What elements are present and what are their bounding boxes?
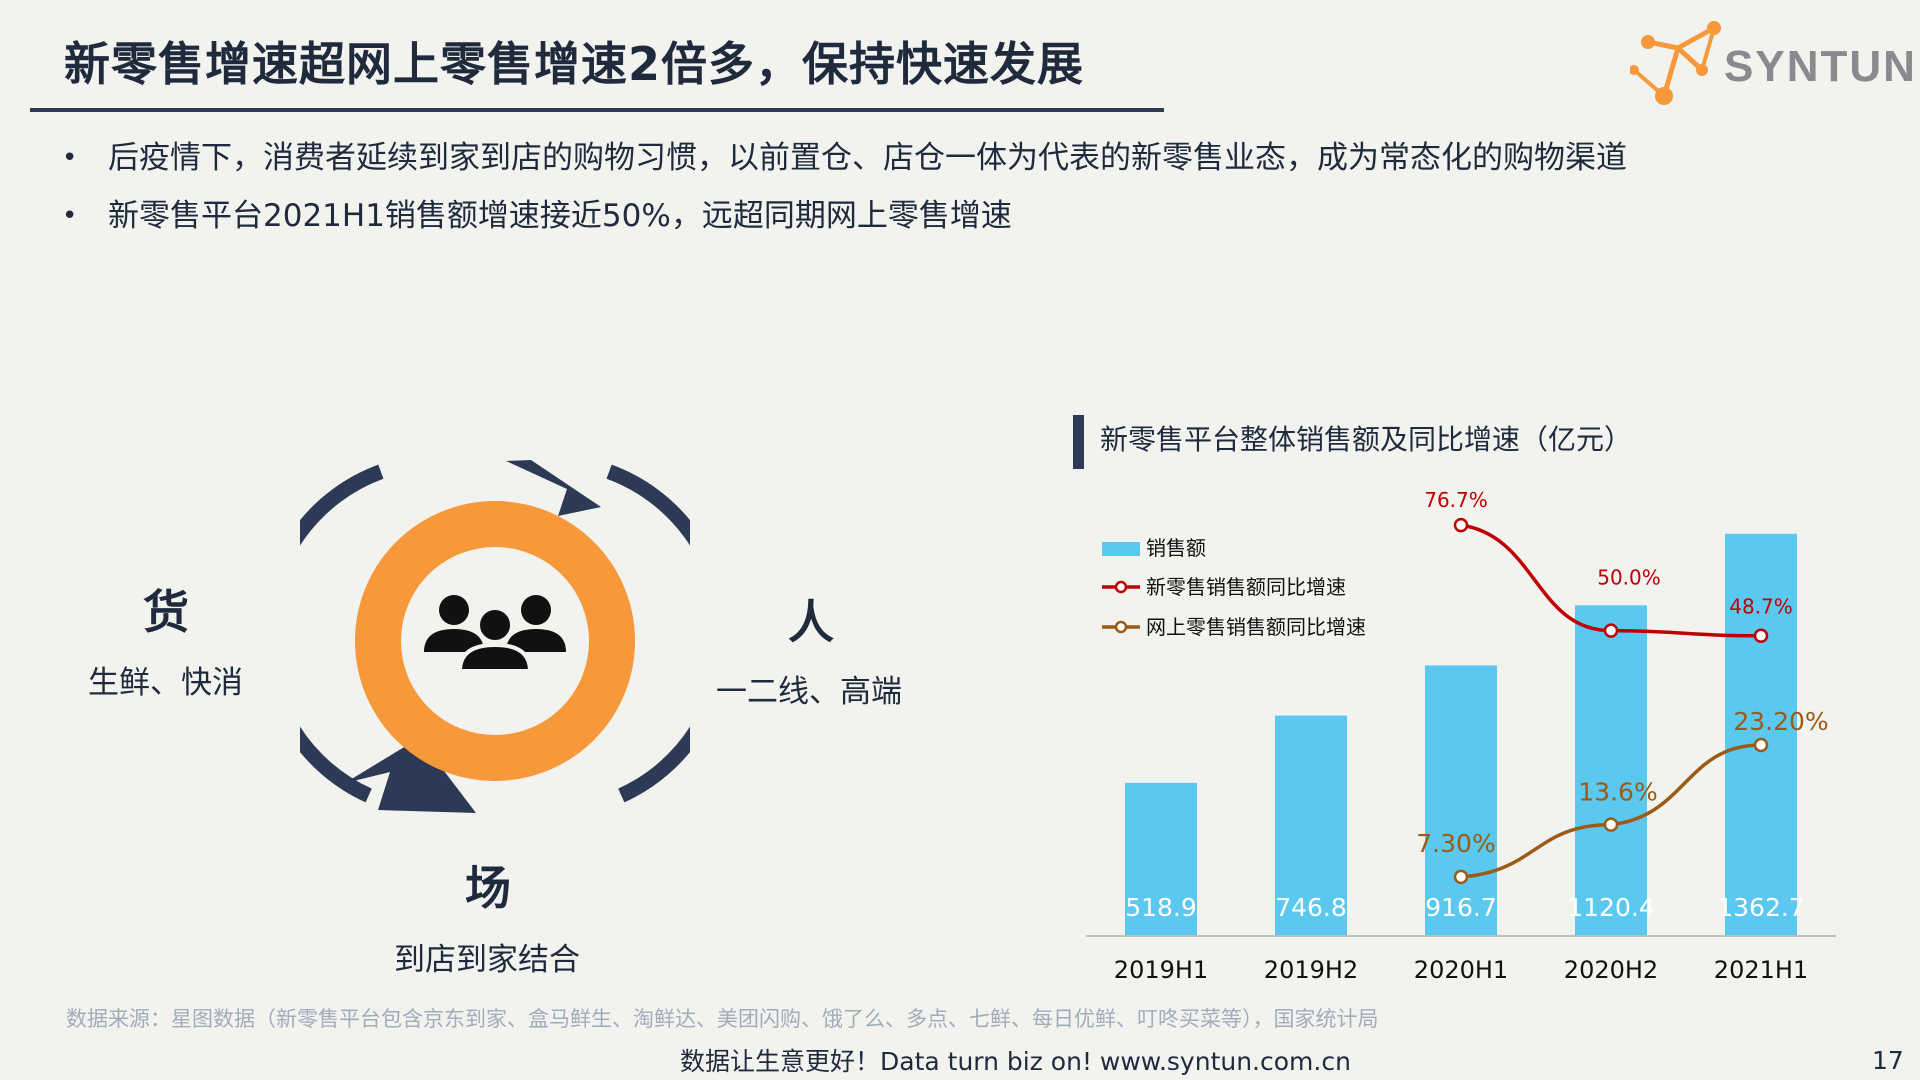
bullet-item: 后疫情下，消费者延续到家到店的购物习惯，以前置仓、店仓一体为代表的新零售业态，成… xyxy=(58,134,1627,192)
orange-ring xyxy=(355,501,635,781)
chart-title-accent xyxy=(1073,415,1084,469)
bar-2020H2 xyxy=(1575,605,1647,936)
place-title: 场 xyxy=(465,861,511,915)
online-retail-point xyxy=(1453,869,1469,885)
online-retail-point xyxy=(1753,737,1769,753)
cycle-diagram xyxy=(300,460,690,813)
bar-value-label: 518.9 xyxy=(1125,893,1197,922)
bar-2019H1 xyxy=(1125,782,1197,936)
chart-title: 新零售平台整体销售额及同比增速（亿元） xyxy=(1100,423,1633,456)
new-retail-point xyxy=(1453,517,1469,533)
cycle-arrowhead-top-icon xyxy=(506,460,601,516)
bar-value-label: 1120.4 xyxy=(1567,893,1654,922)
new-retail-label: 50.0% xyxy=(1597,566,1661,590)
legend-online-retail-marker xyxy=(1114,620,1128,634)
bar-2020H1 xyxy=(1425,665,1497,936)
cycle-arrowhead-bottom-icon xyxy=(345,738,476,813)
bar-2019H2 xyxy=(1275,715,1347,936)
people-subtitle: 一二线、高端 xyxy=(716,674,902,710)
goods-title: 货 xyxy=(143,585,189,639)
legend-online-retail-label: 网上零售销售额同比增速 xyxy=(1146,615,1366,639)
legend-new-retail-label: 新零售销售额同比增速 xyxy=(1146,575,1346,599)
data-source-note: 数据来源：星图数据（新零售平台包含京东到家、盒马鲜生、淘鲜达、美团闪购、饿了么、… xyxy=(66,1007,1379,1031)
x-tick-label: 2021H1 xyxy=(1714,956,1808,984)
place-subtitle: 到店到家结合 xyxy=(394,942,580,978)
cycle-arrow-right xyxy=(606,464,690,803)
online-retail-label: 13.6% xyxy=(1578,778,1657,807)
x-tick-label: 2019H2 xyxy=(1264,956,1358,984)
bar-value-label: 746.8 xyxy=(1275,893,1347,922)
bullet-list: 后疫情下，消费者延续到家到店的购物习惯，以前置仓、店仓一体为代表的新零售业态，成… xyxy=(58,134,1627,250)
bar-2021H1 xyxy=(1725,533,1797,936)
new-retail-point xyxy=(1753,628,1769,643)
legend-new-retail-marker xyxy=(1114,580,1128,594)
legend-bar-label: 销售额 xyxy=(1146,536,1206,560)
people-group-icon xyxy=(424,595,566,673)
new-retail-label: 48.7% xyxy=(1729,595,1793,619)
legend-bar-swatch xyxy=(1102,542,1140,556)
x-tick-label: 2020H2 xyxy=(1564,956,1658,984)
sales-growth-chart: 518.9 746.8 916.7 1120.4 1362.7 2019H1 2019H2 2… xyxy=(1086,488,1836,984)
new-retail-point xyxy=(1603,623,1619,638)
cycle-arrow-left xyxy=(300,464,384,803)
online-retail-label: 23.20% xyxy=(1733,707,1828,736)
online-retail-label: 7.30% xyxy=(1416,829,1495,858)
bar-value-label: 916.7 xyxy=(1425,893,1497,922)
new-retail-label: 76.7% xyxy=(1424,488,1488,512)
title-underline xyxy=(30,108,1164,112)
bar-value-label: 1362.7 xyxy=(1717,893,1804,922)
goods-subtitle: 生鲜、快消 xyxy=(88,665,243,701)
syntun-logo xyxy=(1630,21,1721,105)
x-tick-label: 2020H1 xyxy=(1414,956,1508,984)
x-tick-label: 2019H1 xyxy=(1114,956,1208,984)
page-number: 17 xyxy=(1872,1046,1904,1075)
people-title: 人 xyxy=(788,595,834,649)
page-title: 新零售增速超网上零售增速2倍多，保持快速发展 xyxy=(64,37,1085,91)
logo-wordmark: SYNTUN xyxy=(1724,42,1917,91)
footer-slogan: 数据让生意更好！Data turn biz on! www.syntun.com… xyxy=(680,1047,1351,1076)
bullet-item: 新零售平台2021H1销售额增速接近50%，远超同期网上零售增速 xyxy=(58,192,1627,250)
online-retail-point xyxy=(1603,817,1619,832)
logo-mark-icon xyxy=(1630,21,1721,105)
